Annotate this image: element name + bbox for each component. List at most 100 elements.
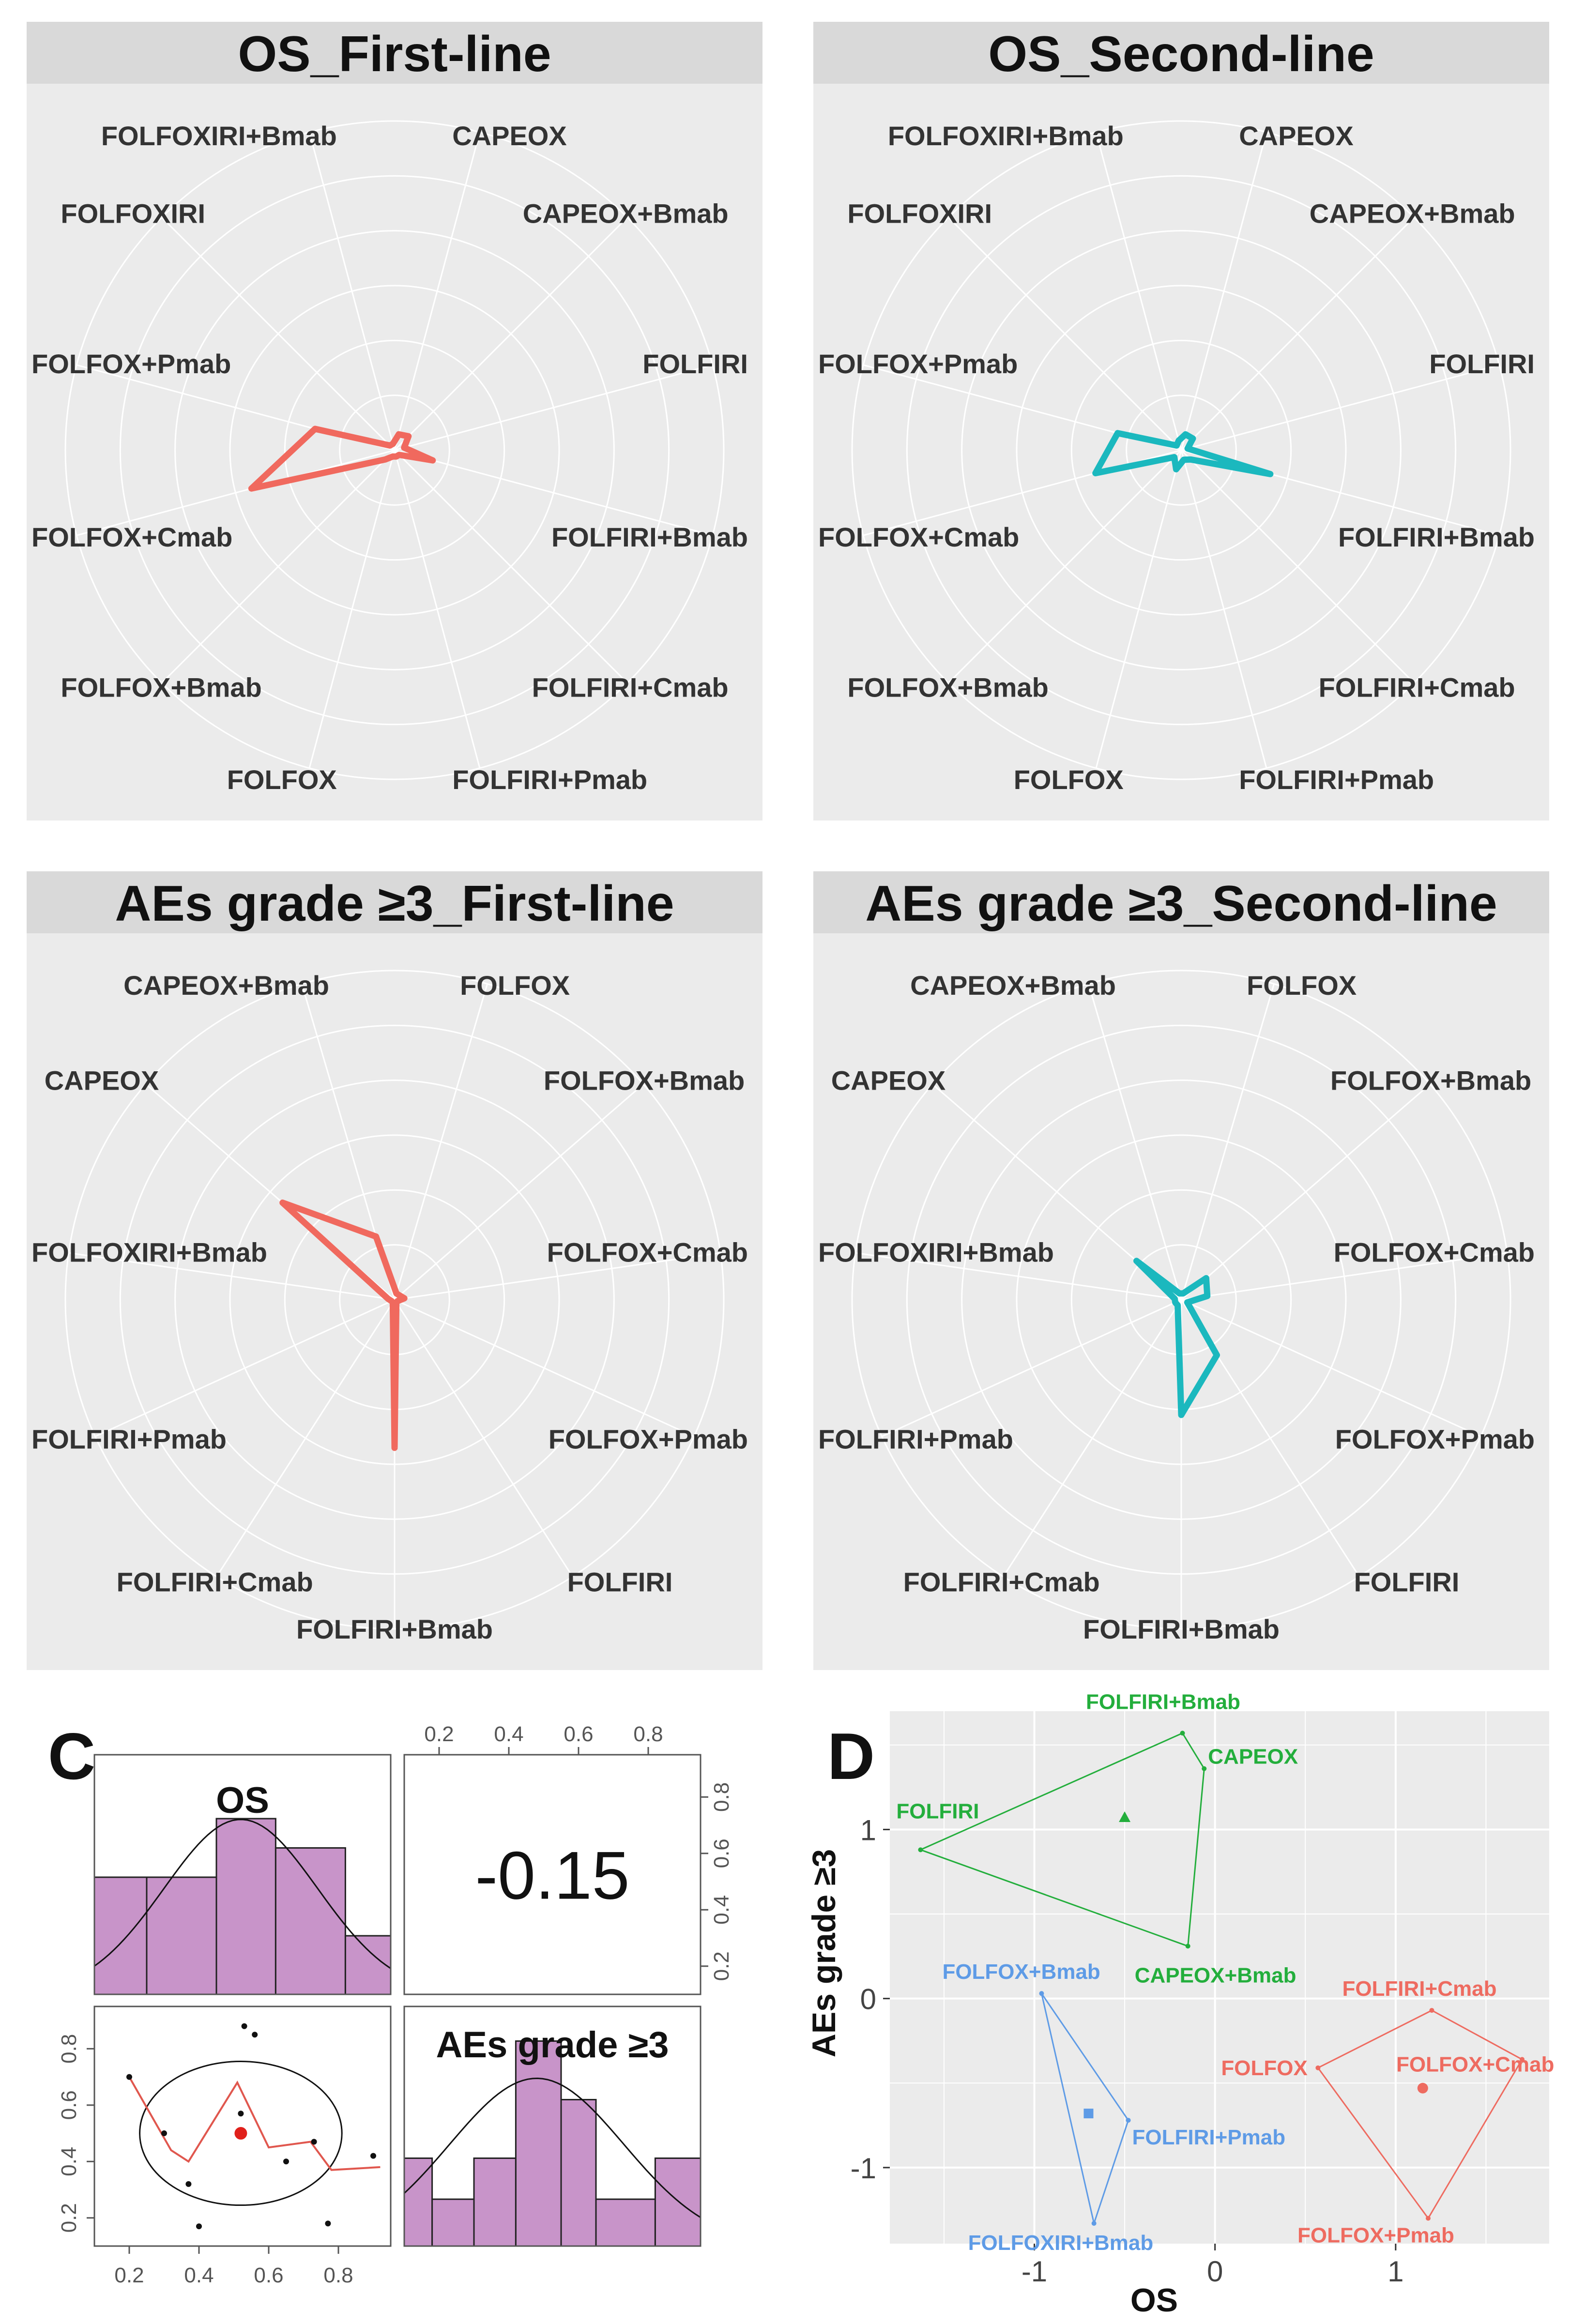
radar-grid-ring (1126, 395, 1237, 506)
cluster-point (1202, 1766, 1207, 1771)
radar-axis-label: FOLFIRI+Pmab (1239, 764, 1434, 795)
radar-axis-label: FOLFOX+Pmab (549, 1424, 748, 1455)
panel-letter-d: D (827, 1719, 875, 1793)
os-histogram-bar (215, 1818, 276, 1995)
radar-grid-ring (229, 285, 560, 616)
radar-axis-label: FOLFOX (1247, 970, 1357, 1001)
radar-spoke (855, 1252, 1182, 1301)
radar-aes-second-line: AEs grade ≥3_Second-line FOLFOX FOLFOX+Bma… (813, 871, 1549, 1670)
radar-spoke (394, 364, 713, 451)
radar-series-line (1092, 430, 1274, 477)
radar-axis-label: FOLFOX+Pmab (818, 349, 1018, 379)
bottom-tick-label: 0.2 (114, 2263, 144, 2287)
radar-axis-label: FOLFOX (227, 764, 337, 795)
radar-axis-label: FOLFIRI (567, 1566, 673, 1597)
bottom-tick-label: 0.4 (184, 2263, 214, 2287)
radar-spoke (1180, 449, 1415, 684)
radar-axis-label: CAPEOX (1239, 121, 1354, 151)
radar-spoke (1181, 1252, 1508, 1301)
left-tick-label: 0.2 (57, 2203, 81, 2233)
bottom-tick-label: 0.8 (323, 2263, 353, 2287)
radar-title: OS_First-line (238, 26, 551, 82)
matrix-cell-border (403, 1754, 702, 1995)
cluster-point-label: FOLFOX+Bmab (942, 1960, 1100, 1984)
cluster-point (1039, 1991, 1044, 1996)
radar-title-strip (27, 22, 762, 84)
top-tick-label: 0.6 (564, 1722, 593, 1746)
panel-letter-c: C (48, 1719, 95, 1793)
scatter-point (196, 2223, 202, 2230)
cluster-point (1315, 2065, 1321, 2070)
top-tick-label: 0.4 (494, 1722, 523, 1746)
radar-axis-label: FOLFOXIRI+Bmab (31, 1237, 267, 1267)
radar-grid-ring (339, 395, 450, 506)
matrix-cell-border (93, 2005, 392, 2247)
radar-axis-label: FOLFOX+Cmab (547, 1237, 748, 1267)
radar-grid-ring (961, 230, 1402, 670)
radar-series-line (248, 425, 436, 492)
radar-axis-label: FOLFOX (1014, 764, 1124, 795)
y-tick-label: -1 (851, 2152, 876, 2185)
cluster-hull (1040, 1993, 1129, 2226)
radar-axis-label: FOLFOXIRI+Bmab (818, 1237, 1054, 1267)
radar-axis-label: FOLFOX+Bmab (544, 1065, 745, 1096)
radar-title-strip (27, 871, 762, 933)
cluster-point-label: FOLFIRI (896, 1799, 979, 1823)
cluster-point-label: FOLFOXIRI+Bmab (968, 2231, 1154, 2255)
radar-axis-label: CAPEOX+Bmab (123, 970, 329, 1001)
radar-grid-ring (174, 230, 615, 670)
radar-axis-label: FOLFIRI+Bmab (296, 1614, 493, 1644)
radar-spoke (94, 1299, 395, 1437)
right-tick-label: 0.4 (710, 1895, 733, 1925)
radar-axis-label: FOLFOX+Bmab (1330, 1065, 1531, 1096)
radar-spoke (1095, 450, 1182, 769)
os-histogram-bar (146, 1876, 217, 1995)
radar-axis-label: FOLFIRI (1429, 349, 1535, 379)
radar-spoke (1181, 364, 1500, 451)
bottom-tick-label: 0.6 (254, 2263, 283, 2287)
radar-axis-label: FOLFOXIRI+Bmab (888, 121, 1124, 151)
radar-axis-label: FOLFIRI+Pmab (31, 1424, 227, 1455)
left-tick-label: 0.8 (57, 2034, 81, 2064)
scatter-point (241, 2023, 247, 2029)
radar-panel-bg (27, 22, 762, 820)
radar-spoke (68, 1252, 395, 1301)
scatter-point (311, 2139, 317, 2145)
os-density-curve (94, 1819, 391, 1969)
matrix-cell-border (403, 2005, 702, 2247)
radar-axis-label: FOLFOXIRI (847, 198, 992, 228)
radar-spoke (1087, 984, 1182, 1300)
radar-axis-label: CAPEOX+Bmab (1310, 198, 1515, 228)
scatter-point (325, 2220, 331, 2227)
scatter-point (370, 2153, 376, 2159)
cluster-point (1126, 2118, 1131, 2123)
radar-spoke (394, 1299, 573, 1577)
radar-spoke (394, 449, 713, 536)
radar-spoke (1180, 217, 1415, 451)
radar-spoke (1003, 1299, 1182, 1577)
loess-line (128, 2076, 381, 2171)
radar-axis-label: FOLFIRI (642, 349, 748, 379)
radar-grid-ring (906, 175, 1457, 726)
correlation-ellipse (139, 2061, 343, 2206)
cluster-point (1180, 1731, 1185, 1736)
radar-axis-label: FOLFIRI+Cmab (903, 1566, 1100, 1597)
radar-axis-label: FOLFIRI+Cmab (117, 1566, 313, 1597)
radar-spoke (76, 449, 395, 536)
radar-spoke (394, 984, 488, 1300)
right-tick-label: 0.8 (710, 1782, 733, 1812)
radar-title: OS_Second-line (988, 26, 1374, 82)
cluster-point-label: FOLFIRI+Cmab (1342, 1977, 1496, 2001)
diag-label-os: OS (216, 1780, 269, 1821)
cluster-point (1091, 2221, 1097, 2226)
cluster-point (1185, 1944, 1190, 1949)
radar-title-strip (813, 871, 1549, 933)
os-histogram-bar (344, 1935, 392, 1995)
radar-grid-ring (119, 175, 670, 726)
os-histogram-bar (274, 1847, 346, 1995)
radar-axis-label: FOLFIRI+Bmab (1083, 1614, 1280, 1644)
radar-spoke (394, 450, 481, 769)
aes-histogram-bar (560, 2099, 597, 2247)
radar-series-line (279, 1200, 408, 1451)
radar-axis-label: CAPEOX (831, 1065, 946, 1096)
